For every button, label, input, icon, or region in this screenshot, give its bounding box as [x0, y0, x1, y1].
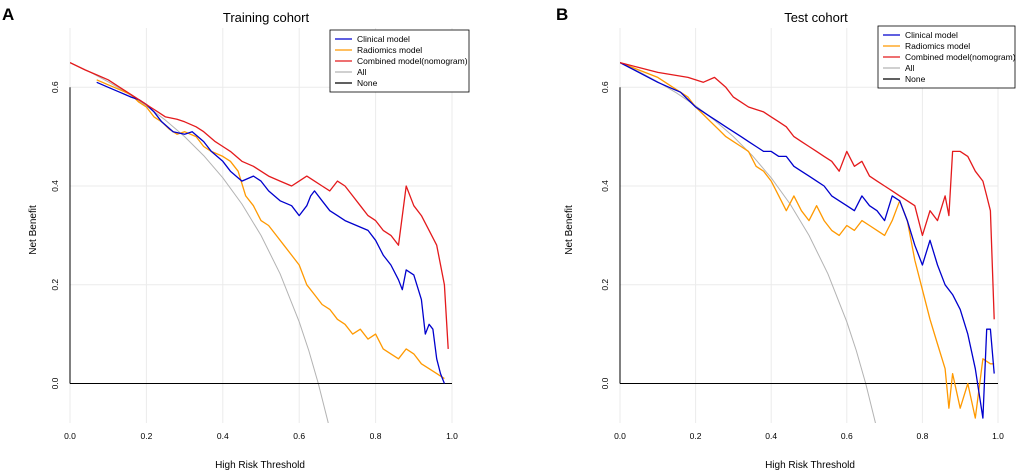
y-axis-label: Net Benefit — [564, 205, 575, 255]
panel-training-cohort: A Training cohort High Risk Threshold Ne… — [2, 5, 470, 471]
series-line-combined-model-nomogram — [70, 62, 449, 349]
series-line-radiomics-model — [620, 61, 995, 419]
y-tick-label: 0.2 — [600, 279, 610, 291]
legend-label: All — [357, 67, 367, 77]
x-tick-label: 0.0 — [64, 431, 76, 441]
x-tick-label: 1.0 — [446, 431, 458, 441]
y-tick-label: 0.4 — [600, 180, 610, 192]
legend-label: Clinical model — [905, 30, 958, 40]
x-tick-label: 0.0 — [614, 431, 626, 441]
x-tick-label: 0.2 — [140, 431, 152, 441]
x-tick-label: 0.4 — [217, 431, 229, 441]
y-tick-label: 0.6 — [50, 81, 60, 93]
legend-box — [329, 29, 470, 93]
panel-letter: B — [556, 5, 568, 24]
series-line-clinical-model — [620, 62, 995, 419]
panel-letter: A — [2, 5, 14, 24]
x-axis-label: High Risk Threshold — [765, 460, 855, 471]
x-tick-label: 0.6 — [841, 431, 853, 441]
series-line-all — [70, 62, 329, 423]
x-tick-label: 0.8 — [370, 431, 382, 441]
x-tick-label: 1.0 — [992, 431, 1004, 441]
x-tick-label: 0.2 — [690, 431, 702, 441]
legend-label: Radiomics model — [905, 41, 970, 51]
x-tick-label: 0.6 — [293, 431, 305, 441]
legend-label: Combined model(nomogram) — [905, 52, 1016, 62]
legend-label: None — [357, 78, 378, 88]
y-axis-label: Net Benefit — [28, 205, 39, 255]
legend-label: Combined model(nomogram) — [357, 56, 468, 66]
x-axis-label: High Risk Threshold — [215, 460, 305, 471]
legend-label: All — [905, 63, 915, 73]
y-tick-label: 0.0 — [50, 377, 60, 389]
series-line-combined-model-nomogram — [620, 61, 995, 320]
legend-label: Clinical model — [357, 34, 410, 44]
x-tick-label: 0.4 — [765, 431, 777, 441]
x-tick-label: 0.8 — [916, 431, 928, 441]
y-tick-label: 0.0 — [600, 377, 610, 389]
chart-title: Training cohort — [223, 10, 310, 25]
y-tick-label: 0.2 — [50, 279, 60, 291]
series-line-all — [620, 62, 876, 423]
series-line-radiomics-model — [96, 79, 445, 380]
series-line-clinical-model — [96, 81, 446, 384]
series-lines — [70, 62, 452, 423]
legend-label: None — [905, 74, 926, 84]
y-tick-label: 0.4 — [50, 180, 60, 192]
chart-title: Test cohort — [784, 10, 848, 25]
legend-label: Radiomics model — [357, 45, 422, 55]
legend-box — [877, 25, 1016, 89]
series-lines — [620, 61, 998, 423]
y-tick-label: 0.6 — [600, 81, 610, 93]
panel-test-cohort: B Test cohort High Risk Threshold Net Be… — [556, 5, 1016, 471]
